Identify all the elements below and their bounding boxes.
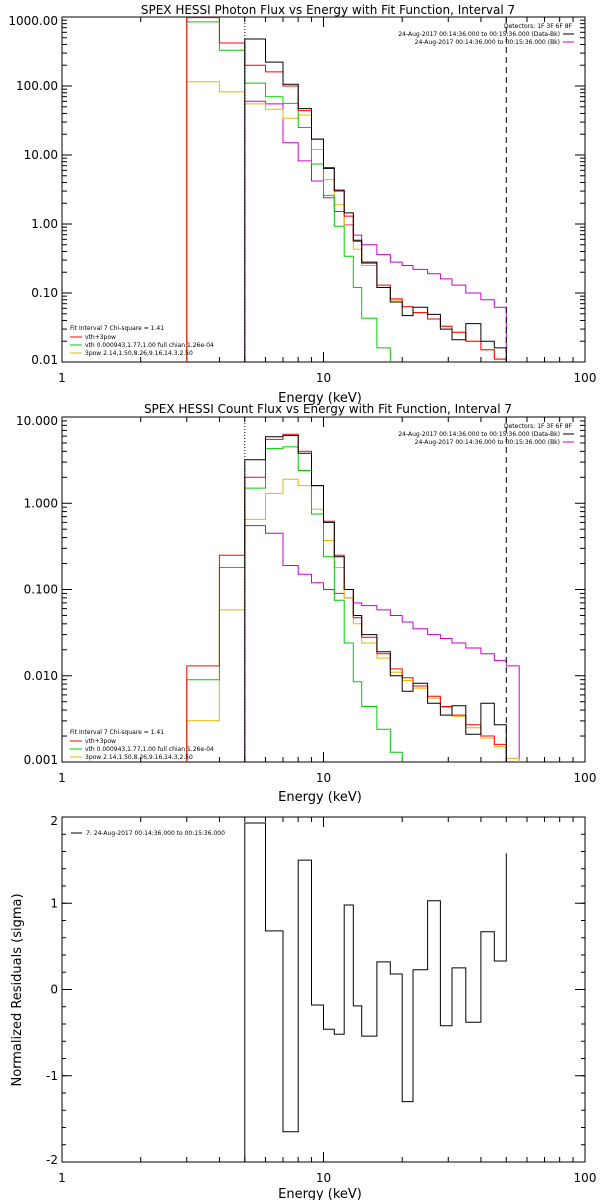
y-tick-label: 1000.00: [8, 14, 58, 28]
photon-flux-legend-bottom-left: Fit Interval 7 Chi-square = 1.41 vth+3po…: [70, 325, 214, 357]
y-tick-label: 0.01: [31, 353, 58, 367]
y-tick-label: -2: [46, 1153, 58, 1167]
legend-powerlaw-entry: 3pow 2.14,1.50,8.26,9.16,14.3,2.50: [85, 350, 193, 357]
legend-data-entry: 24-Aug-2017 00:14:36.000 to 00:15:36.000…: [398, 31, 560, 38]
legend-detectors: Detectors: 1F 3F 6F 8F: [504, 423, 573, 430]
x-tick-label: 10: [316, 771, 331, 785]
count-flux-xlabel: Energy (keV): [278, 790, 362, 805]
count-flux-panel: SPEX HESSI Count Flux vs Energy with Fit…: [16, 402, 596, 805]
y-tick-label: 100.00: [16, 79, 58, 93]
photon-flux-legend-top-right: Detectors: 1F 3F 6F 8F 24-Aug-2017 00:14…: [398, 23, 574, 46]
count-flux-legend-bottom-left: Fit Interval 7 Chi-square = 1.41 vth+3po…: [70, 729, 214, 761]
photon-flux-title: SPEX HESSI Photon Flux vs Energy with Fi…: [141, 3, 515, 17]
series-background-line: [244, 100, 507, 362]
series-residual-line: [244, 822, 507, 1162]
residuals-xlabel: Energy (keV): [278, 1187, 362, 1200]
y-tick-label: 0.010: [24, 669, 58, 683]
legend-total-entry: vth+3pow: [85, 738, 116, 745]
legend-detectors: Detectors: 1F 3F 6F 8F: [504, 23, 573, 30]
residuals-marks: [61, 816, 586, 1163]
x-tick-label: 1: [58, 1171, 66, 1185]
residuals-ylabel: Normalized Residuals (sigma): [10, 893, 25, 1086]
photon-flux-marks: [61, 16, 586, 363]
y-tick-label: 0.10: [31, 286, 58, 300]
legend-data-entry: 24-Aug-2017 00:14:36.000 to 00:15:36.000…: [398, 431, 560, 438]
y-tick-label: 10.00: [24, 148, 58, 162]
legend-bk-entry: 24-Aug-2017 00:14:36.000 to 00:15:36.000…: [415, 439, 560, 446]
legend-total-entry: vth+3pow: [85, 334, 116, 341]
x-tick-label: 10: [316, 1171, 331, 1185]
legend-fit-interval: Fit Interval 7 Chi-square = 1.41: [70, 729, 164, 736]
y-tick-label: 1.00: [31, 217, 58, 231]
y-tick-label: 1: [50, 896, 58, 910]
x-tick-label: 1: [58, 771, 66, 785]
photon-flux-xlabel: Energy (keV): [278, 391, 362, 406]
y-tick-label: 1.000: [24, 496, 58, 510]
legend-residual-entry: 7: 24-Aug-2017 00:14:36.000 to 00:15:36.…: [86, 830, 225, 837]
count-flux-legend-top-right: Detectors: 1F 3F 6F 8F 24-Aug-2017 00:14…: [398, 423, 574, 446]
legend-powerlaw-entry: 3pow 2.14,1.50,8.26,9.16,14.3,2.50: [85, 754, 193, 761]
count-flux-tick-labels: 1 10 100 0.001 0.010 0.100 1.000 10.000: [16, 414, 596, 785]
y-tick-label: 2: [50, 814, 58, 828]
residuals-panel: Energy (keV) Normalized Residuals (sigma…: [10, 814, 596, 1200]
x-tick-label: 10: [316, 371, 331, 385]
residuals-tick-labels: 1 10 100 -2 -1 0 1 2: [46, 814, 596, 1185]
x-tick-label: 1: [58, 371, 66, 385]
series-background-line: [244, 525, 520, 762]
x-tick-label: 100: [574, 771, 597, 785]
count-flux-marks: [61, 416, 586, 763]
y-tick-label: 0: [50, 983, 58, 997]
legend-bk-entry: 24-Aug-2017 00:14:36.000 to 00:15:36.000…: [415, 39, 560, 46]
y-tick-label: 0.001: [24, 753, 58, 767]
x-tick-label: 100: [574, 371, 597, 385]
y-tick-label: -1: [46, 1069, 58, 1083]
count-flux-title: SPEX HESSI Count Flux vs Energy with Fit…: [144, 402, 512, 416]
legend-thermal-entry: vth 0.000943,1.77,1.00 full chian 1.26e-…: [85, 342, 214, 349]
x-tick-label: 100: [574, 1171, 597, 1185]
series-data-line: [244, 435, 507, 762]
y-tick-label: 10.000: [16, 414, 58, 428]
photon-flux-tick-labels: 1 10 100 0.01 0.10 1.00 10.00 100.00 1000.00: [8, 14, 596, 385]
photon-flux-panel: SPEX HESSI Photon Flux vs Energy with Fi…: [8, 3, 596, 406]
y-tick-label: 0.100: [24, 583, 58, 597]
legend-thermal-entry: vth 0.000943,1.77,1.00 full chian 1.26e-…: [85, 746, 214, 753]
series-powerlaw-line: [186, 478, 520, 762]
series-data-line: [244, 38, 507, 362]
legend-fit-interval: Fit Interval 7 Chi-square = 1.41: [70, 325, 164, 332]
residuals-legend: 7: 24-Aug-2017 00:14:36.000 to 00:15:36.…: [71, 830, 225, 837]
